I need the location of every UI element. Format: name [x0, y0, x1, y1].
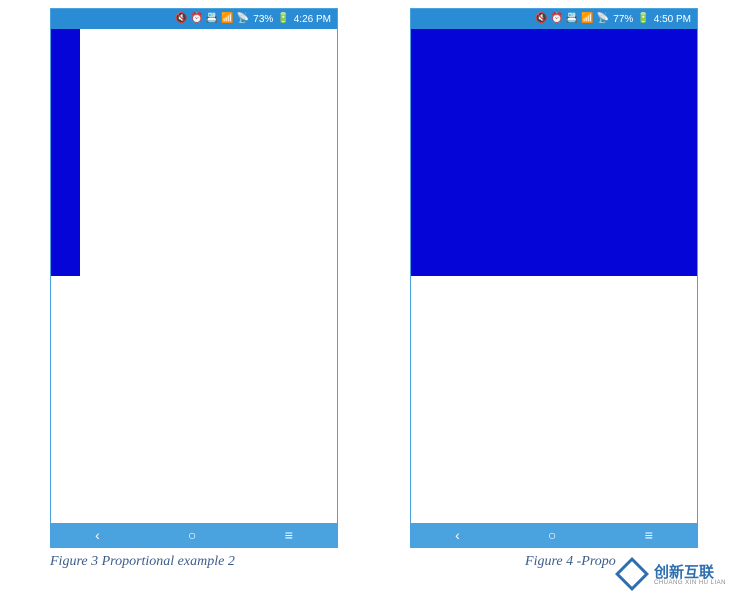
battery-icon: 🔋: [277, 14, 289, 24]
battery-percent: 77%: [613, 14, 633, 25]
navigation-bar: ‹ ○ ≡: [51, 523, 337, 547]
phone-mockup-4: 🔇 ⏰ 📇 📶 📡 77% 🔋 4:50 PM ‹ ○ ≡: [410, 8, 698, 548]
mute-icon: 🔇: [175, 14, 187, 24]
figure-caption-3: Figure 3 Proportional example 2: [50, 554, 338, 570]
watermark-cn: 创新互联: [654, 565, 726, 580]
watermark-logo-icon: [616, 558, 650, 592]
home-button[interactable]: ○: [188, 528, 196, 542]
status-icons: 🔇 ⏰ 📇 📶 📡: [535, 14, 609, 24]
wifi-icon: 📡: [597, 14, 609, 24]
battery-percent: 73%: [253, 14, 273, 25]
alarm-icon: ⏰: [550, 14, 562, 24]
phone-mockup-3: 🔇 ⏰ 📇 📶 📡 73% 🔋 4:26 PM ‹ ○ ≡: [50, 8, 338, 548]
content-area: [411, 29, 697, 523]
back-button[interactable]: ‹: [95, 528, 100, 542]
status-bar: 🔇 ⏰ 📇 📶 📡 73% 🔋 4:26 PM: [51, 9, 337, 29]
signal-icon: 📶: [221, 14, 233, 24]
proportional-box: [51, 29, 80, 276]
battery-icon: 🔋: [637, 14, 649, 24]
clock: 4:26 PM: [294, 14, 331, 25]
figure-3: 🔇 ⏰ 📇 📶 📡 73% 🔋 4:26 PM ‹ ○ ≡ Figure 3 P…: [50, 8, 338, 570]
figure-4: 🔇 ⏰ 📇 📶 📡 77% 🔋 4:50 PM ‹ ○ ≡ Figure 4 -…: [410, 8, 698, 570]
proportional-box: [411, 29, 697, 276]
wifi-icon: 📡: [237, 14, 249, 24]
signal-icon: 📶: [581, 14, 593, 24]
card-icon: 📇: [566, 14, 578, 24]
clock: 4:50 PM: [654, 14, 691, 25]
home-button[interactable]: ○: [548, 528, 556, 542]
watermark-text: 创新互联 CHUANG XIN HU LIAN: [654, 565, 726, 586]
recent-button[interactable]: ≡: [285, 528, 293, 542]
mute-icon: 🔇: [535, 14, 547, 24]
content-area: [51, 29, 337, 523]
status-icons: 🔇 ⏰ 📇 📶 📡: [175, 14, 249, 24]
navigation-bar: ‹ ○ ≡: [411, 523, 697, 547]
card-icon: 📇: [206, 14, 218, 24]
recent-button[interactable]: ≡: [645, 528, 653, 542]
watermark: 创新互联 CHUANG XIN HU LIAN: [616, 549, 741, 601]
watermark-en: CHUANG XIN HU LIAN: [654, 580, 726, 586]
status-bar: 🔇 ⏰ 📇 📶 📡 77% 🔋 4:50 PM: [411, 9, 697, 29]
back-button[interactable]: ‹: [455, 528, 460, 542]
alarm-icon: ⏰: [190, 14, 202, 24]
